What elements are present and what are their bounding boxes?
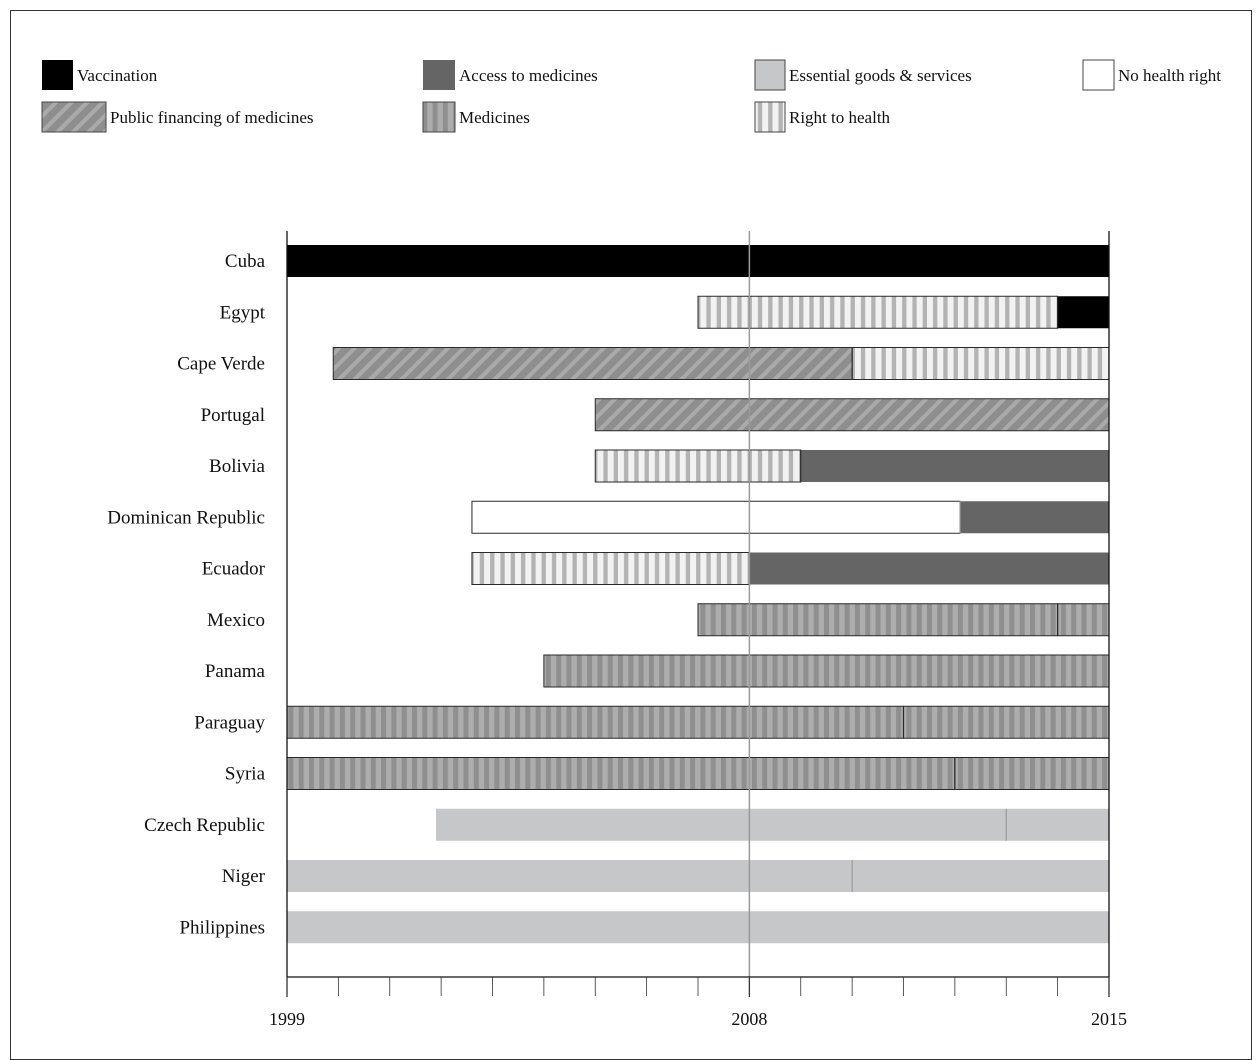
row-bolivia [595,450,1109,482]
legend-label-public_fin: Public financing of medicines [110,108,313,127]
bar-segment [1058,296,1109,328]
legend: Vaccination Access to medicines Essential … [42,60,1221,132]
bar-segment [960,501,1109,533]
row-paraguay [287,706,1109,738]
row-mexico [698,604,1109,636]
country-label: Bolivia [209,456,266,477]
row-cuba [287,245,1109,277]
country-label: Cape Verde [177,354,265,375]
bar-segment [852,860,1109,892]
legend-item-essential: Essential goods & services [755,60,972,90]
bar-segment [287,860,852,892]
row-philippines [287,911,1109,943]
legend-item-right: Right to health [755,102,891,132]
bar-segment [544,655,1109,687]
country-label: Portugal [201,405,265,426]
row-czech-republic [436,809,1109,841]
legend-swatch-medicines [423,102,455,132]
legend-item-none: No health right [1083,60,1221,90]
x-tick-label: 2008 [731,1009,767,1029]
bar-segment [287,758,955,790]
country-labels: Cuba Egypt Cape Verde Portugal Bolivia Domini… [107,251,265,938]
legend-swatch-essential [755,60,785,90]
bar-segment [801,450,1109,482]
bar-segment [749,553,1109,585]
legend-item-access: Access to medicines [423,60,598,90]
row-syria [287,758,1109,790]
country-label: Ecuador [202,559,266,580]
bars-layer [287,245,1109,943]
legend-label-vaccination: Vaccination [77,66,158,85]
legend-label-none: No health right [1118,66,1221,85]
bar-segment [955,758,1109,790]
country-label: Czech Republic [144,815,265,836]
country-label: Cuba [225,251,266,272]
bar-segment [287,245,1109,277]
row-dominican-republic [472,501,1109,533]
country-label: Egypt [220,302,266,323]
legend-swatch-public_fin [42,102,106,132]
row-ecuador [472,553,1109,585]
legend-label-access: Access to medicines [459,66,598,85]
row-portugal [595,399,1109,431]
country-label: Dominican Republic [107,507,265,528]
bar-segment [1058,604,1109,636]
bar-segment [287,706,904,738]
country-label: Panama [205,661,266,682]
bar-segment [698,296,1058,328]
bar-segment [698,604,1058,636]
x-tick-label: 1999 [269,1009,305,1029]
legend-swatch-vaccination [42,60,73,90]
bar-segment [904,706,1110,738]
country-label: Paraguay [194,712,265,733]
legend-swatch-none [1083,60,1114,90]
bar-segment [1006,809,1109,841]
legend-swatch-access [423,60,455,90]
legend-item-medicines: Medicines [423,102,530,132]
bar-segment [287,911,1109,943]
bar-segment [472,553,749,585]
legend-swatch-right [755,102,785,132]
x-tick-label: 2015 [1091,1009,1127,1029]
legend-item-public_fin: Public financing of medicines [42,102,313,132]
bar-segment [472,501,960,533]
legend-item-vaccination: Vaccination [42,60,158,90]
row-cape-verde [333,348,1109,380]
legend-label-essential: Essential goods & services [789,66,972,85]
bar-segment [852,348,1109,380]
bar-segment [333,348,852,380]
legend-label-right: Right to health [789,108,891,127]
row-egypt [698,296,1109,328]
bar-segment [595,399,1109,431]
row-niger [287,860,1109,892]
bar-segment [595,450,801,482]
country-label: Syria [225,764,266,785]
bar-segment [436,809,1006,841]
country-label: Niger [222,866,266,887]
country-label: Mexico [207,610,265,631]
country-label: Philippines [179,917,265,938]
legend-label-medicines: Medicines [459,108,530,127]
row-panama [544,655,1109,687]
